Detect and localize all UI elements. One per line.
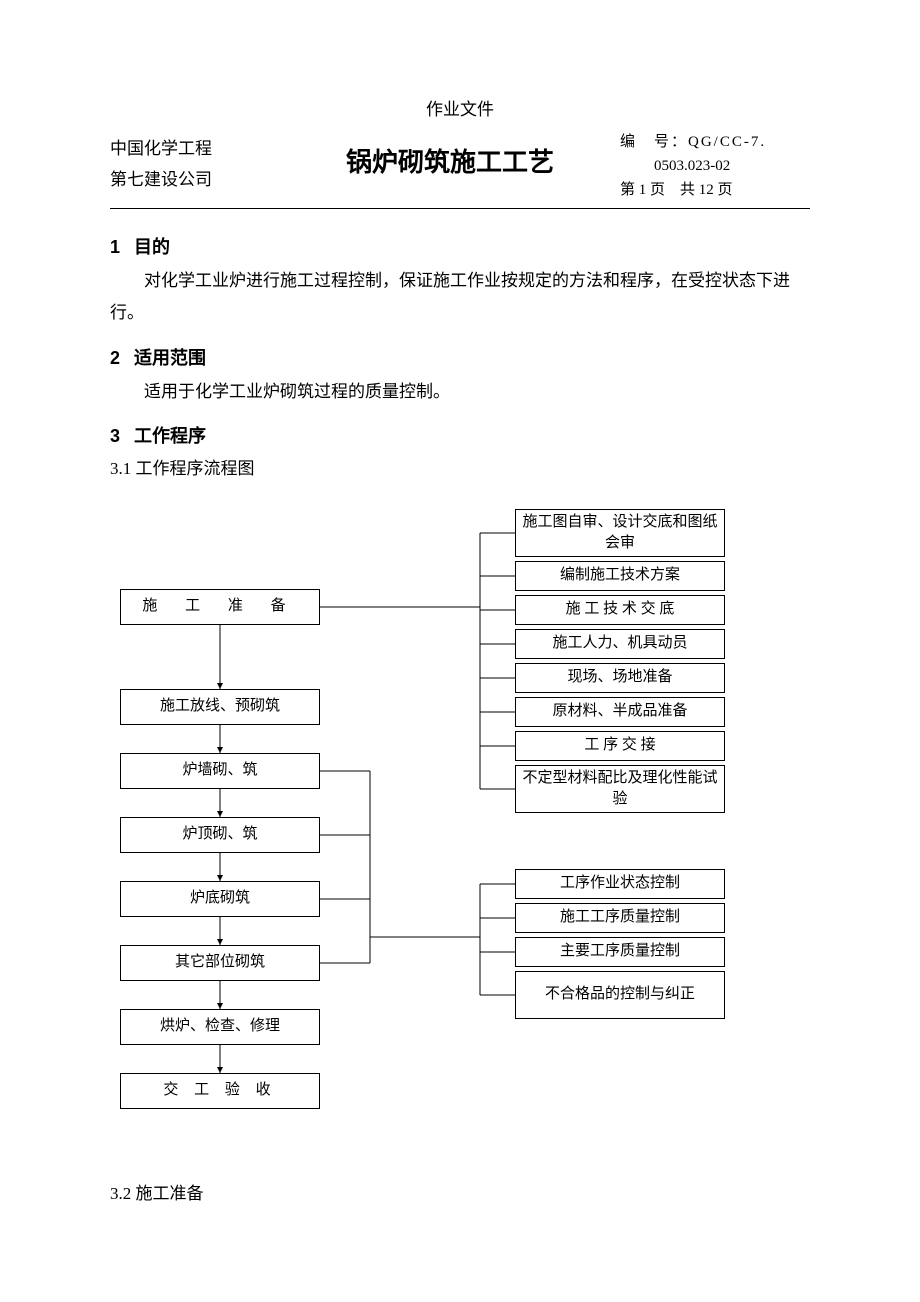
section-1-heading: 1目的 xyxy=(110,233,810,259)
rnode-mix: 不定型材料配比及理化性能试验 xyxy=(515,765,725,813)
page: 作业文件 中国化学工程 第七建设公司 锅炉砌筑施工工艺 编 号：QG/CC-7.… xyxy=(0,0,920,1302)
org-line1: 中国化学工程 xyxy=(110,134,280,165)
doc-type-label: 作业文件 xyxy=(110,95,810,120)
rnode-tech: 施 工 技 术 交 底 xyxy=(515,595,725,625)
rnode-handover: 工 序 交 接 xyxy=(515,731,725,761)
node-top: 炉顶砌、筑 xyxy=(120,817,320,853)
node-other: 其它部位砌筑 xyxy=(120,945,320,981)
flowchart: 施 工 准 备 施工放线、预砌筑 炉墙砌、筑 炉顶砌、筑 炉底砌筑 其它部位砌筑… xyxy=(110,509,810,1149)
bnode-nc: 不合格品的控制与纠正 xyxy=(515,971,725,1019)
rnode-site: 现场、场地准备 xyxy=(515,663,725,693)
rnode-manpower: 施工人力、机具动员 xyxy=(515,629,725,659)
node-dry: 烘炉、检查、修理 xyxy=(120,1009,320,1045)
section-3-2: 3.2 施工准备 xyxy=(110,1179,810,1204)
node-prep: 施 工 准 备 xyxy=(120,589,320,625)
bnode-status: 工序作业状态控制 xyxy=(515,869,725,899)
rnode-material: 原材料、半成品准备 xyxy=(515,697,725,727)
code-line: 编 号：QG/CC-7. xyxy=(620,130,810,154)
header-right: 编 号：QG/CC-7. 0503.023-02 第 1 页 共 12 页 xyxy=(620,128,810,202)
page-info: 第 1 页 共 12 页 xyxy=(620,178,810,202)
section-2-heading: 2适用范围 xyxy=(110,344,810,370)
code-line2: 0503.023-02 xyxy=(620,154,810,178)
rnode-drawing: 施工图自审、设计交底和图纸会审 xyxy=(515,509,725,557)
section-3-heading: 3工作程序 xyxy=(110,422,810,448)
section-2-body: 适用于化学工业炉砌筑过程的质量控制。 xyxy=(110,376,810,408)
node-bottom: 炉底砌筑 xyxy=(120,881,320,917)
header-center: 锅炉砌筑施工工艺 xyxy=(280,128,620,202)
bnode-main: 主要工序质量控制 xyxy=(515,937,725,967)
rnode-plan: 编制施工技术方案 xyxy=(515,561,725,591)
header-block: 中国化学工程 第七建设公司 锅炉砌筑施工工艺 编 号：QG/CC-7. 0503… xyxy=(110,128,810,209)
doc-title: 锅炉砌筑施工工艺 xyxy=(280,142,620,179)
node-accept: 交 工 验 收 xyxy=(120,1073,320,1109)
node-layout: 施工放线、预砌筑 xyxy=(120,689,320,725)
org-line2: 第七建设公司 xyxy=(110,165,280,196)
section-3-1: 3.1 工作程序流程图 xyxy=(110,454,810,479)
node-wall: 炉墙砌、筑 xyxy=(120,753,320,789)
section-1-body: 对化学工业炉进行施工过程控制，保证施工作业按规定的方法和程序，在受控状态下进行。 xyxy=(110,265,810,330)
header-org: 中国化学工程 第七建设公司 xyxy=(110,128,280,202)
bnode-quality: 施工工序质量控制 xyxy=(515,903,725,933)
